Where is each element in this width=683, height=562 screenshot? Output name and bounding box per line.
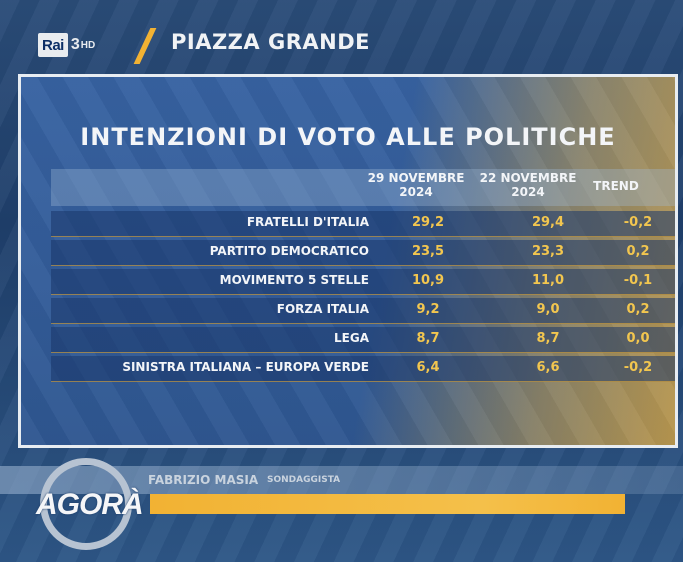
channel-logo: Rai 3 HD [38, 28, 112, 62]
value-trend: -0,2 [623, 215, 653, 230]
party-name: FRATELLI D'ITALIA [246, 215, 369, 229]
show-logo: AGORÀ [36, 488, 144, 521]
speaker-role: SONDAGGISTA [267, 475, 341, 485]
party-name: LEGA [334, 331, 369, 345]
value-29-nov: 23,5 [411, 244, 445, 259]
party-name: MOVIMENTO 5 STELLE [219, 273, 369, 287]
value-22-nov: 6,6 [536, 360, 560, 375]
value-29-nov: 8,7 [416, 331, 440, 346]
table-row: SINISTRA ITALIANA – EUROPA VERDE 6,4 6,6… [51, 356, 675, 382]
channel-number: 3 [70, 36, 80, 53]
value-trend: 0,2 [626, 302, 650, 317]
value-trend: 0,0 [626, 331, 650, 346]
poll-headline: INTENZIONI DI VOTO ALLE POLITICHE [80, 123, 616, 151]
table-row: PARTITO DEMOCRATICO 23,5 23,3 0,2 [51, 240, 675, 266]
value-22-nov: 29,4 [531, 215, 565, 230]
lower-third-accent-bar [150, 494, 625, 514]
party-name: FORZA ITALIA [276, 302, 369, 316]
value-29-nov: 29,2 [411, 215, 445, 230]
program-title: PIAZZA GRANDE [171, 30, 370, 54]
value-trend: 0,2 [626, 244, 650, 259]
rai-brand: Rai [38, 33, 68, 57]
value-trend: -0,1 [623, 273, 653, 288]
column-header-22-nov: 22 NOVEMBRE 2024 [479, 171, 577, 199]
column-header-29-nov: 29 NOVEMBRE 2024 [367, 171, 465, 199]
value-22-nov: 9,0 [536, 302, 560, 317]
column-header-trend: TREND [593, 179, 639, 193]
value-trend: -0,2 [623, 360, 653, 375]
value-29-nov: 6,4 [416, 360, 440, 375]
table-header [51, 169, 675, 206]
table-row: FORZA ITALIA 9,2 9,0 0,2 [51, 298, 675, 324]
value-29-nov: 10,9 [411, 273, 445, 288]
channel-hd-badge: HD [80, 39, 96, 51]
value-22-nov: 23,3 [531, 244, 565, 259]
table-row: FRATELLI D'ITALIA 29,2 29,4 -0,2 [51, 211, 675, 237]
poll-panel: INTENZIONI DI VOTO ALLE POLITICHE 29 NOV… [18, 74, 678, 448]
table-row: MOVIMENTO 5 STELLE 10,9 11,0 -0,1 [51, 269, 675, 295]
party-name: PARTITO DEMOCRATICO [209, 244, 369, 258]
agora-logo-ring [40, 458, 132, 550]
speaker-name: FABRIZIO MASIA [148, 473, 259, 487]
party-name: SINISTRA ITALIANA – EUROPA VERDE [122, 360, 369, 374]
value-29-nov: 9,2 [416, 302, 440, 317]
value-22-nov: 11,0 [531, 273, 565, 288]
table-row: LEGA 8,7 8,7 0,0 [51, 327, 675, 353]
value-22-nov: 8,7 [536, 331, 560, 346]
